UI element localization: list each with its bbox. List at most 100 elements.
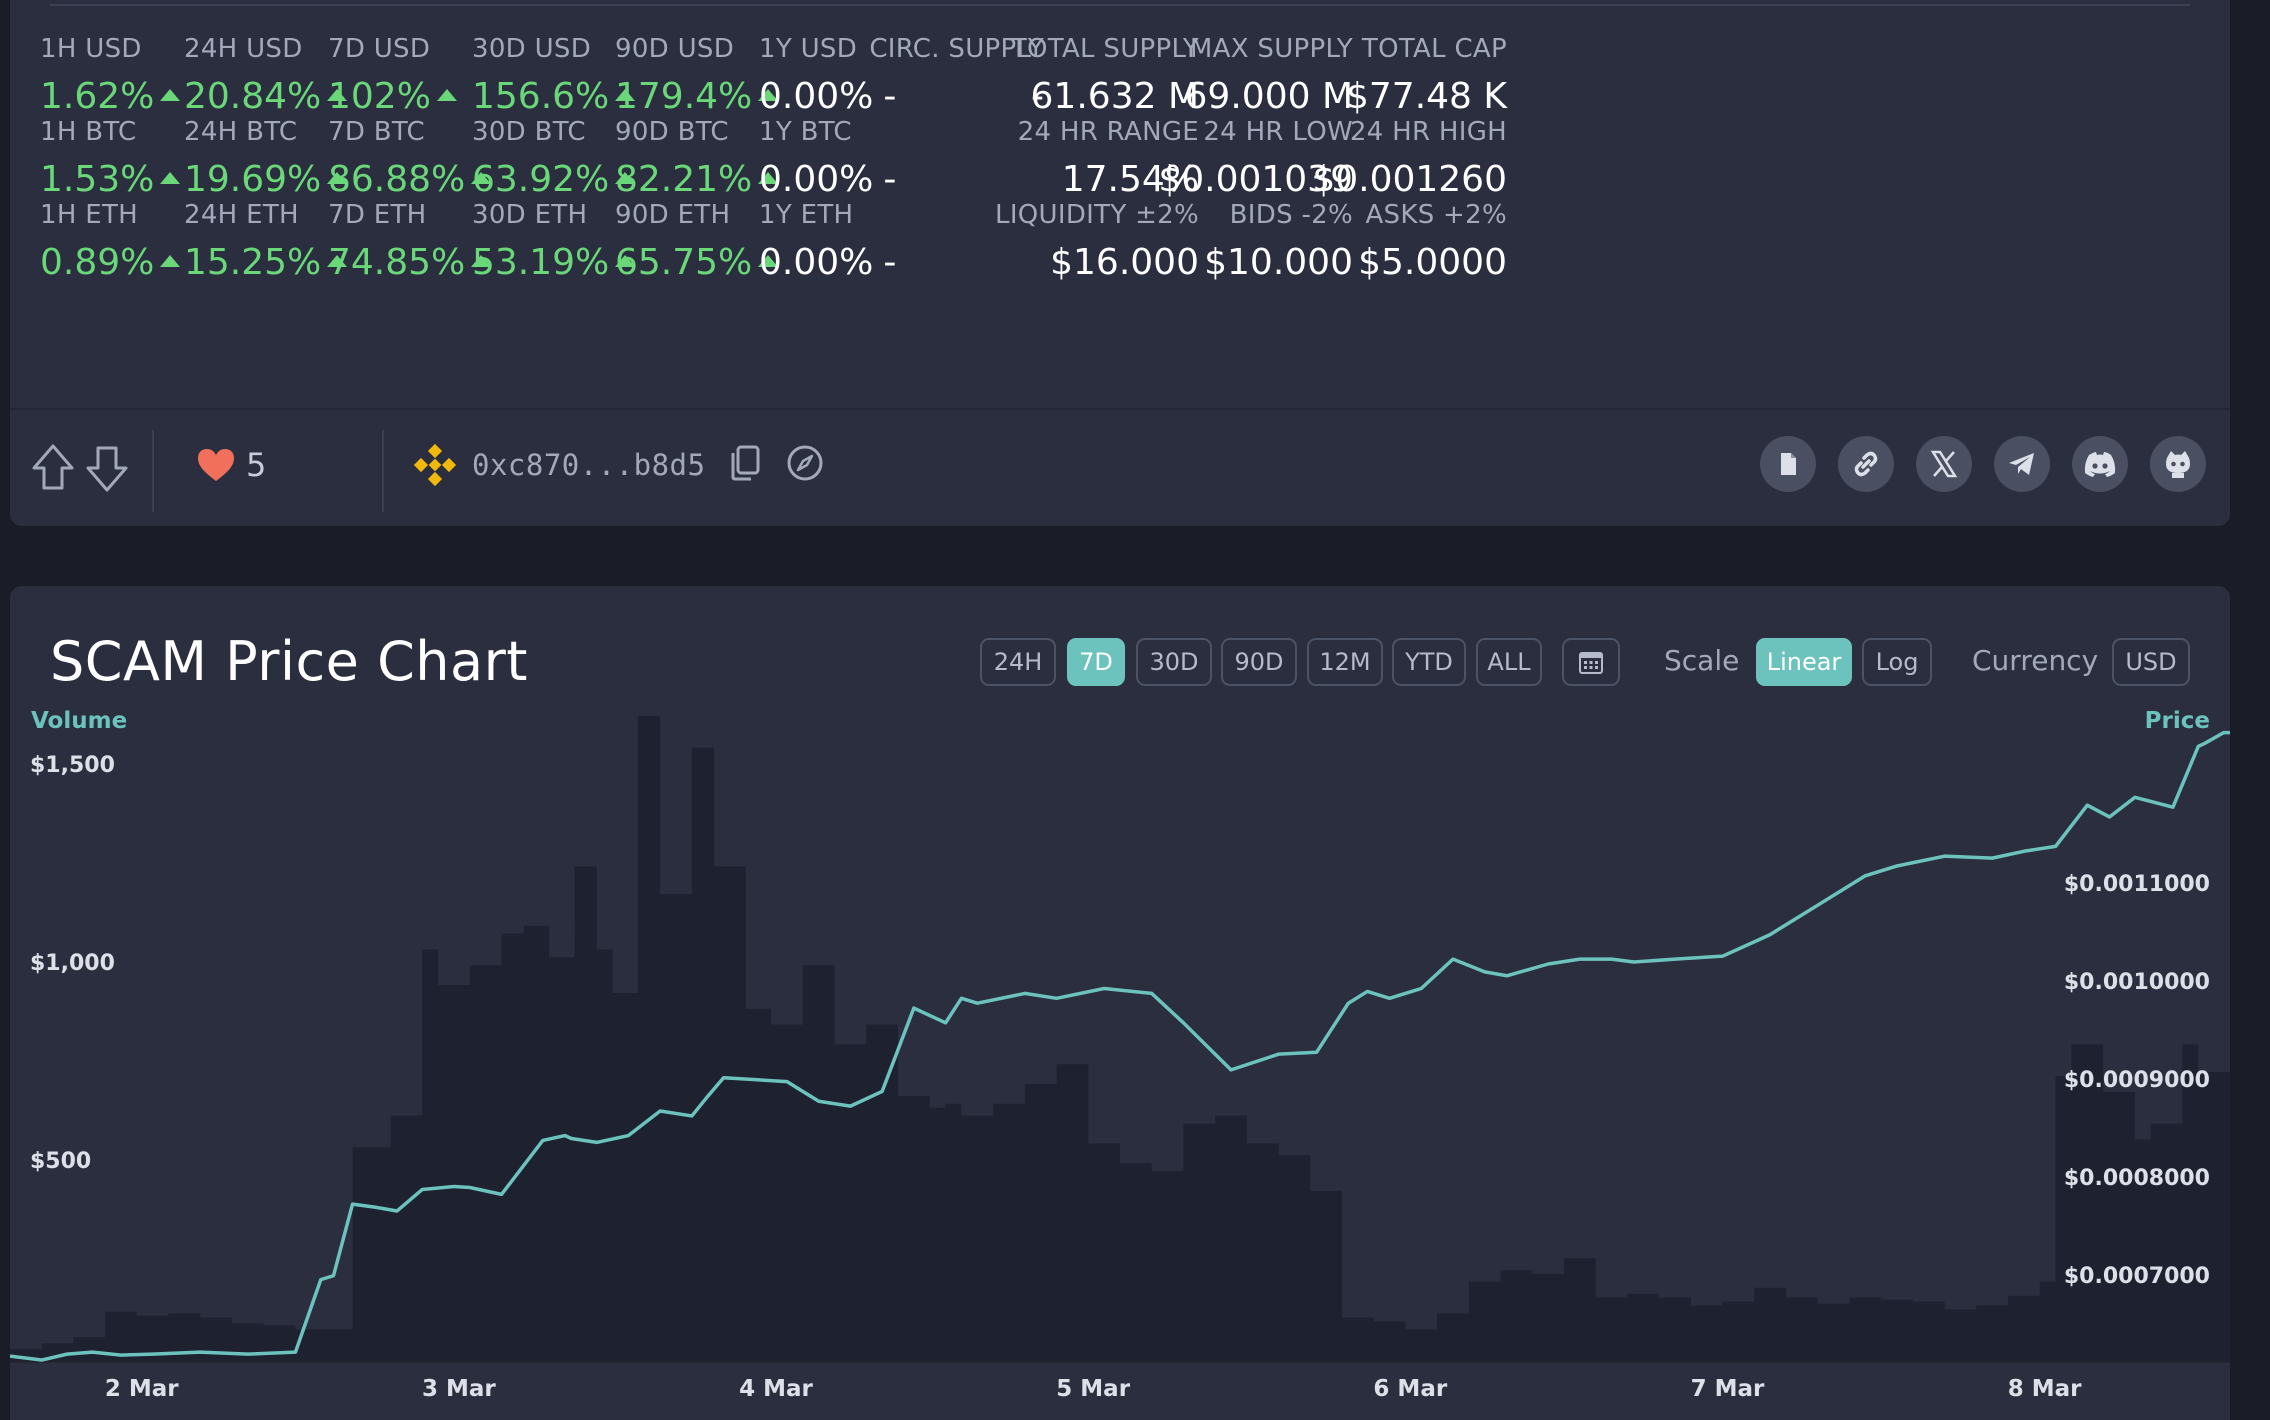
- stat-1y-usd: 1Y USD 0.00% -: [759, 34, 896, 117]
- volume-bar: [1310, 1191, 1342, 1361]
- calendar-button[interactable]: [1562, 638, 1620, 686]
- stat-7d-btc: 7D BTC 86.88%: [328, 117, 492, 200]
- x-icon[interactable]: [1916, 436, 1972, 492]
- volume-bar: [1659, 1298, 1691, 1361]
- volume-bar: [1405, 1329, 1437, 1361]
- range-button-30d[interactable]: 30D: [1136, 638, 1212, 686]
- volume-bar: [993, 1104, 1025, 1361]
- triangle-up-icon: [160, 88, 181, 101]
- volume-bar: [2056, 1076, 2072, 1361]
- stat-label: 24 HR RANGE: [1017, 117, 1199, 147]
- volume-bar: [1564, 1258, 1596, 1361]
- stat-value: 63.92%: [472, 159, 636, 200]
- stat-value: 53.19%: [472, 242, 636, 283]
- triangle-up-icon: [758, 254, 779, 267]
- discord-icon[interactable]: [2072, 436, 2128, 492]
- copy-icon[interactable]: [727, 443, 763, 487]
- volume-bar: [1754, 1288, 1786, 1361]
- stat-value: 86.88%: [328, 159, 492, 200]
- volume-bar: [2040, 1282, 2056, 1361]
- triangle-up-icon: [615, 171, 636, 184]
- stat-suffix: -: [883, 242, 897, 283]
- like-button[interactable]: 5: [196, 446, 266, 484]
- triangle-up-icon: [436, 88, 457, 101]
- scale-button-linear[interactable]: Linear: [1756, 638, 1852, 686]
- telegram-icon[interactable]: [1994, 436, 2050, 492]
- volume-bar: [638, 716, 660, 1361]
- stat-suffix: -: [883, 76, 897, 117]
- arrow-down-outline-icon[interactable]: [82, 440, 132, 496]
- range-button-90d[interactable]: 90D: [1221, 638, 1297, 686]
- stat-value: 15.25%: [184, 242, 348, 283]
- volume-bar: [1691, 1306, 1723, 1361]
- stat-value: $77.48 K: [1345, 76, 1507, 117]
- stat-label: 7D USD: [328, 34, 431, 64]
- volume-bar: [692, 748, 714, 1361]
- stat-30d-eth: 30D ETH 53.19%: [472, 200, 636, 283]
- stat-label: 24 HR LOW: [1203, 117, 1353, 147]
- stat-label: 1H ETH: [40, 200, 139, 230]
- link-icon[interactable]: [1838, 436, 1894, 492]
- x-tick-label: 7 Mar: [1690, 1376, 1765, 1402]
- volume-bar: [422, 949, 438, 1361]
- triangle-up-icon: [471, 171, 492, 184]
- stat-value: 0.89%: [40, 242, 181, 283]
- stat-value: -: [1031, 76, 1044, 117]
- stat-bids-2-: BIDS -2% $10.000: [1204, 200, 1353, 283]
- stat-label: 1Y ETH: [759, 200, 854, 230]
- volume-bar: [1247, 1143, 1279, 1361]
- stat-total-cap: TOTAL CAP $77.48 K: [1346, 34, 1507, 117]
- contract-address-text: 0xc870...b8d5: [472, 448, 706, 482]
- arrow-up-outline-icon[interactable]: [28, 440, 78, 496]
- volume-bar: [803, 965, 835, 1361]
- stat-label: MAX SUPPLY: [1189, 34, 1353, 64]
- stat-label: 24H ETH: [184, 200, 299, 230]
- volume-bar: [438, 985, 470, 1361]
- stat-value: 69.000 M: [1184, 76, 1353, 117]
- volume-bar: [73, 1337, 105, 1361]
- range-button-7d[interactable]: 7D: [1067, 638, 1125, 686]
- triangle-up-icon: [758, 88, 779, 101]
- github-icon[interactable]: [2150, 436, 2206, 492]
- price-volume-chart[interactable]: [10, 586, 2230, 1420]
- chart-title: SCAM Price Chart: [50, 630, 528, 693]
- price-tick-label: $0.0010000: [2063, 969, 2210, 995]
- stat-value: 0.00% -: [759, 242, 897, 283]
- stat-label: CIRC. SUPPLY: [869, 34, 1044, 64]
- stat-label: 90D USD: [615, 34, 735, 64]
- range-button-12m[interactable]: 12M: [1307, 638, 1383, 686]
- stat-label: TOTAL SUPPLY: [1010, 34, 1199, 64]
- triangle-up-icon: [615, 254, 636, 267]
- volume-bar: [1881, 1300, 1913, 1361]
- document-icon[interactable]: [1760, 436, 1816, 492]
- volume-tick-label: $1,000: [30, 951, 115, 977]
- currency-select[interactable]: USD: [2112, 638, 2190, 686]
- volume-tick-label: $500: [30, 1149, 92, 1175]
- stat-value: $10.000: [1204, 242, 1353, 283]
- volume-bar: [746, 1009, 771, 1361]
- range-button-ytd[interactable]: YTD: [1392, 638, 1466, 686]
- vertical-separator: [382, 430, 384, 512]
- x-tick-label: 8 Mar: [2007, 1376, 2082, 1402]
- stat-value: 102%: [328, 76, 457, 117]
- range-button-all[interactable]: ALL: [1476, 638, 1542, 686]
- stat-24-hr-high: 24 HR HIGH $0.001260: [1312, 117, 1507, 200]
- x-tick-label: 2 Mar: [104, 1376, 179, 1402]
- stat-7d-eth: 7D ETH 74.85%: [328, 200, 492, 283]
- volume-bar: [771, 1025, 803, 1361]
- stat-value: 65.75%: [615, 242, 779, 283]
- stat-label: 7D BTC: [328, 117, 425, 147]
- compass-icon[interactable]: [785, 443, 825, 487]
- stat-value: 20.84%: [184, 76, 348, 117]
- volume-bar: [2151, 1124, 2183, 1361]
- volume-bar: [575, 866, 597, 1361]
- stat-1y-eth: 1Y ETH 0.00% -: [759, 200, 896, 283]
- stat-value: $0.001039: [1158, 159, 1353, 200]
- scale-button-log[interactable]: Log: [1862, 638, 1932, 686]
- triangle-up-icon: [160, 171, 181, 184]
- volume-bar: [1215, 1116, 1247, 1361]
- stat-label: 24H BTC: [184, 117, 298, 147]
- range-button-24h[interactable]: 24H: [980, 638, 1056, 686]
- volume-bar: [1501, 1270, 1533, 1361]
- stat-90d-usd: 90D USD 179.4%: [615, 34, 779, 117]
